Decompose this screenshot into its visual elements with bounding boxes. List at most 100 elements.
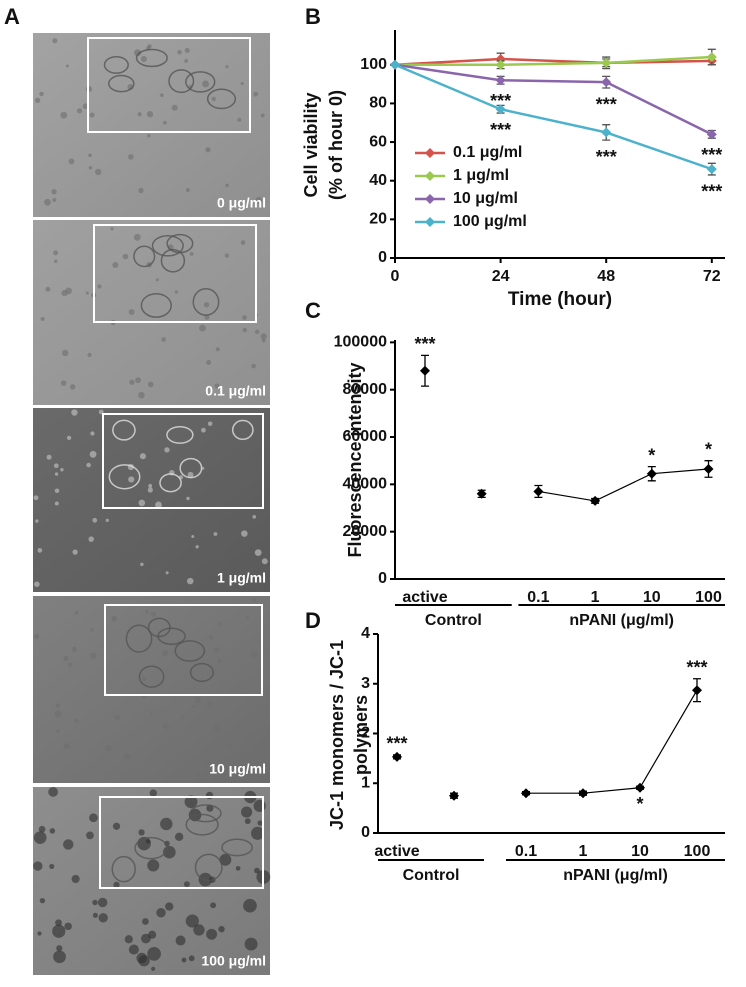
cell-large (159, 473, 182, 493)
cell (242, 315, 247, 320)
cell (124, 753, 131, 760)
cell (235, 866, 241, 871)
legend-marker (425, 194, 435, 204)
cell (208, 635, 214, 640)
group-label: nPANI (μg/ml) (569, 612, 674, 629)
cell (251, 651, 258, 658)
cell (56, 945, 63, 952)
cell (155, 278, 159, 282)
point (601, 77, 612, 88)
x-tick-label: active (374, 843, 419, 860)
cell (37, 931, 42, 936)
connector-line (526, 689, 698, 794)
cell (53, 950, 66, 964)
cell (185, 914, 199, 928)
cell (55, 919, 62, 927)
cell (34, 97, 41, 103)
point (495, 59, 506, 70)
cell-large (174, 640, 206, 662)
cell-large (221, 838, 253, 857)
cell (147, 859, 160, 872)
x-tick-label: 48 (597, 268, 615, 285)
legend-label: 0.1 μg/ml (453, 144, 522, 161)
point (420, 365, 430, 376)
cell (243, 898, 257, 913)
cell (151, 966, 156, 971)
cell (92, 899, 98, 906)
cell (260, 113, 265, 118)
cell (52, 198, 57, 202)
cell (35, 519, 39, 523)
cell (62, 349, 69, 357)
x-tick-label: 100 (695, 589, 722, 606)
cell (254, 549, 262, 556)
cell (140, 562, 144, 567)
cell (186, 577, 194, 585)
cell-large (111, 855, 136, 883)
cell (147, 487, 153, 493)
cell (146, 111, 154, 118)
point (601, 127, 612, 138)
x-tick-label: 0 (391, 268, 400, 285)
cell (72, 646, 77, 652)
cell (193, 924, 205, 936)
cell (112, 822, 121, 830)
cell (253, 91, 259, 97)
panel-label: C (305, 298, 321, 323)
cell (65, 64, 69, 68)
point (706, 164, 717, 175)
cell (49, 828, 56, 834)
cell (111, 615, 118, 622)
cell-large (108, 74, 135, 93)
cell (184, 47, 190, 53)
cell-large (189, 662, 214, 683)
cell-large (185, 813, 219, 836)
cell (89, 627, 94, 632)
cell (251, 363, 256, 369)
y-tick-label: 0 (361, 824, 370, 841)
cell (34, 581, 40, 587)
cell (201, 427, 206, 433)
cell (160, 93, 164, 97)
series-line (395, 55, 712, 67)
x-tick-label: 24 (492, 268, 510, 285)
cell-large (138, 665, 165, 688)
significance: * (636, 794, 643, 814)
inset-box (102, 413, 264, 509)
cell (64, 922, 72, 931)
cell (33, 495, 39, 501)
cell-large (160, 248, 186, 273)
cell (51, 189, 57, 195)
cell (74, 718, 79, 723)
y-tick-label: 100 (360, 56, 387, 73)
cell (97, 897, 108, 908)
point (601, 57, 612, 68)
cell (48, 787, 58, 797)
point (390, 59, 400, 70)
cell (141, 676, 147, 682)
cell (162, 723, 169, 730)
cell (188, 955, 195, 962)
cell (114, 715, 121, 721)
cell (54, 501, 59, 506)
cell (217, 658, 222, 664)
cell (149, 789, 157, 797)
cell (242, 327, 248, 333)
cell (237, 117, 242, 122)
cell (245, 615, 250, 620)
cell (210, 902, 217, 909)
cell (33, 831, 47, 844)
cell-large (168, 69, 195, 94)
cell-large (147, 617, 171, 638)
cell (218, 926, 225, 933)
cell (205, 759, 212, 766)
inset-box (104, 604, 263, 696)
y-tick-label: 80000 (343, 381, 388, 398)
cell (54, 488, 60, 494)
cell (252, 515, 257, 519)
cell (54, 472, 59, 476)
cell (196, 773, 200, 777)
cell (72, 549, 78, 555)
cell (89, 450, 97, 458)
